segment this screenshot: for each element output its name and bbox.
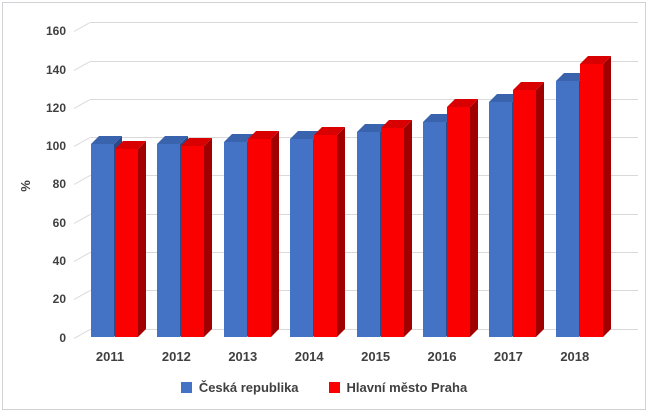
x-axis-tick-label: 2015 <box>361 349 391 364</box>
y-axis-tick-label: 40 <box>52 254 66 269</box>
bar-side-face <box>270 130 279 337</box>
bar <box>380 128 404 337</box>
gridline-depth-tick <box>73 60 91 71</box>
legend-marker-praha <box>328 381 340 393</box>
x-axis-tick-label: 2013 <box>228 349 258 364</box>
gridline <box>90 22 638 24</box>
bar-side-face <box>403 120 412 337</box>
gridline-depth-tick <box>73 213 91 224</box>
x-axis-tick-label: 2017 <box>493 349 523 364</box>
gridline-depth-tick <box>73 22 91 33</box>
bar <box>579 64 603 337</box>
gridline-depth-tick <box>73 290 91 301</box>
bar <box>181 145 205 337</box>
bar <box>91 143 114 337</box>
y-axis-tick-label: 120 <box>45 100 66 115</box>
bar <box>314 135 338 337</box>
gridline-depth-tick <box>73 328 91 339</box>
y-axis-tick-label: 100 <box>45 139 66 154</box>
legend-marker-ceska-republika <box>180 381 192 393</box>
bar <box>513 90 537 337</box>
bar <box>115 149 138 337</box>
legend-item: Hlavní město Praha <box>328 379 468 395</box>
gridline-depth-tick <box>73 175 91 186</box>
y-axis-tick-label: 140 <box>45 62 66 77</box>
legend: Česká republika Hlavní město Praha <box>0 376 648 398</box>
bar-side-face <box>138 141 146 337</box>
legend-label: Česká republika <box>198 379 299 395</box>
y-axis-tick-label: 0 <box>59 330 66 345</box>
y-axis-title: % <box>18 180 33 192</box>
bar <box>447 107 470 337</box>
y-axis-tick-label: 60 <box>52 215 66 230</box>
x-axis-tick-label: 2016 <box>427 349 457 364</box>
bar <box>356 132 380 337</box>
bar <box>423 121 446 337</box>
bar-side-face <box>204 137 213 337</box>
bar <box>157 143 181 337</box>
x-axis-tick-label: 2014 <box>294 349 324 364</box>
bar-side-face <box>337 127 346 337</box>
gridline <box>90 60 638 62</box>
y-axis-tick-label: 160 <box>45 24 66 39</box>
x-axis-tick-label: 2011 <box>95 349 125 364</box>
bar <box>489 102 513 337</box>
legend-item: Česká republika <box>180 379 299 395</box>
bar-side-face <box>536 82 545 337</box>
bar-side-face <box>470 99 478 337</box>
y-axis-tick-label: 20 <box>52 292 66 307</box>
bar <box>555 81 579 337</box>
y-axis-tick-label: 80 <box>52 177 66 192</box>
gridline-depth-tick <box>73 252 91 262</box>
x-axis-tick-label: 2012 <box>161 349 191 364</box>
bar <box>247 138 271 337</box>
gridline-depth-tick <box>73 137 91 148</box>
legend-label: Hlavní město Praha <box>346 379 468 395</box>
bar <box>223 141 247 337</box>
gridline <box>90 98 638 100</box>
gridline-depth-tick <box>73 98 91 109</box>
bar <box>290 138 314 337</box>
x-axis-tick-label: 2018 <box>560 349 590 364</box>
bar-side-face <box>602 56 611 337</box>
